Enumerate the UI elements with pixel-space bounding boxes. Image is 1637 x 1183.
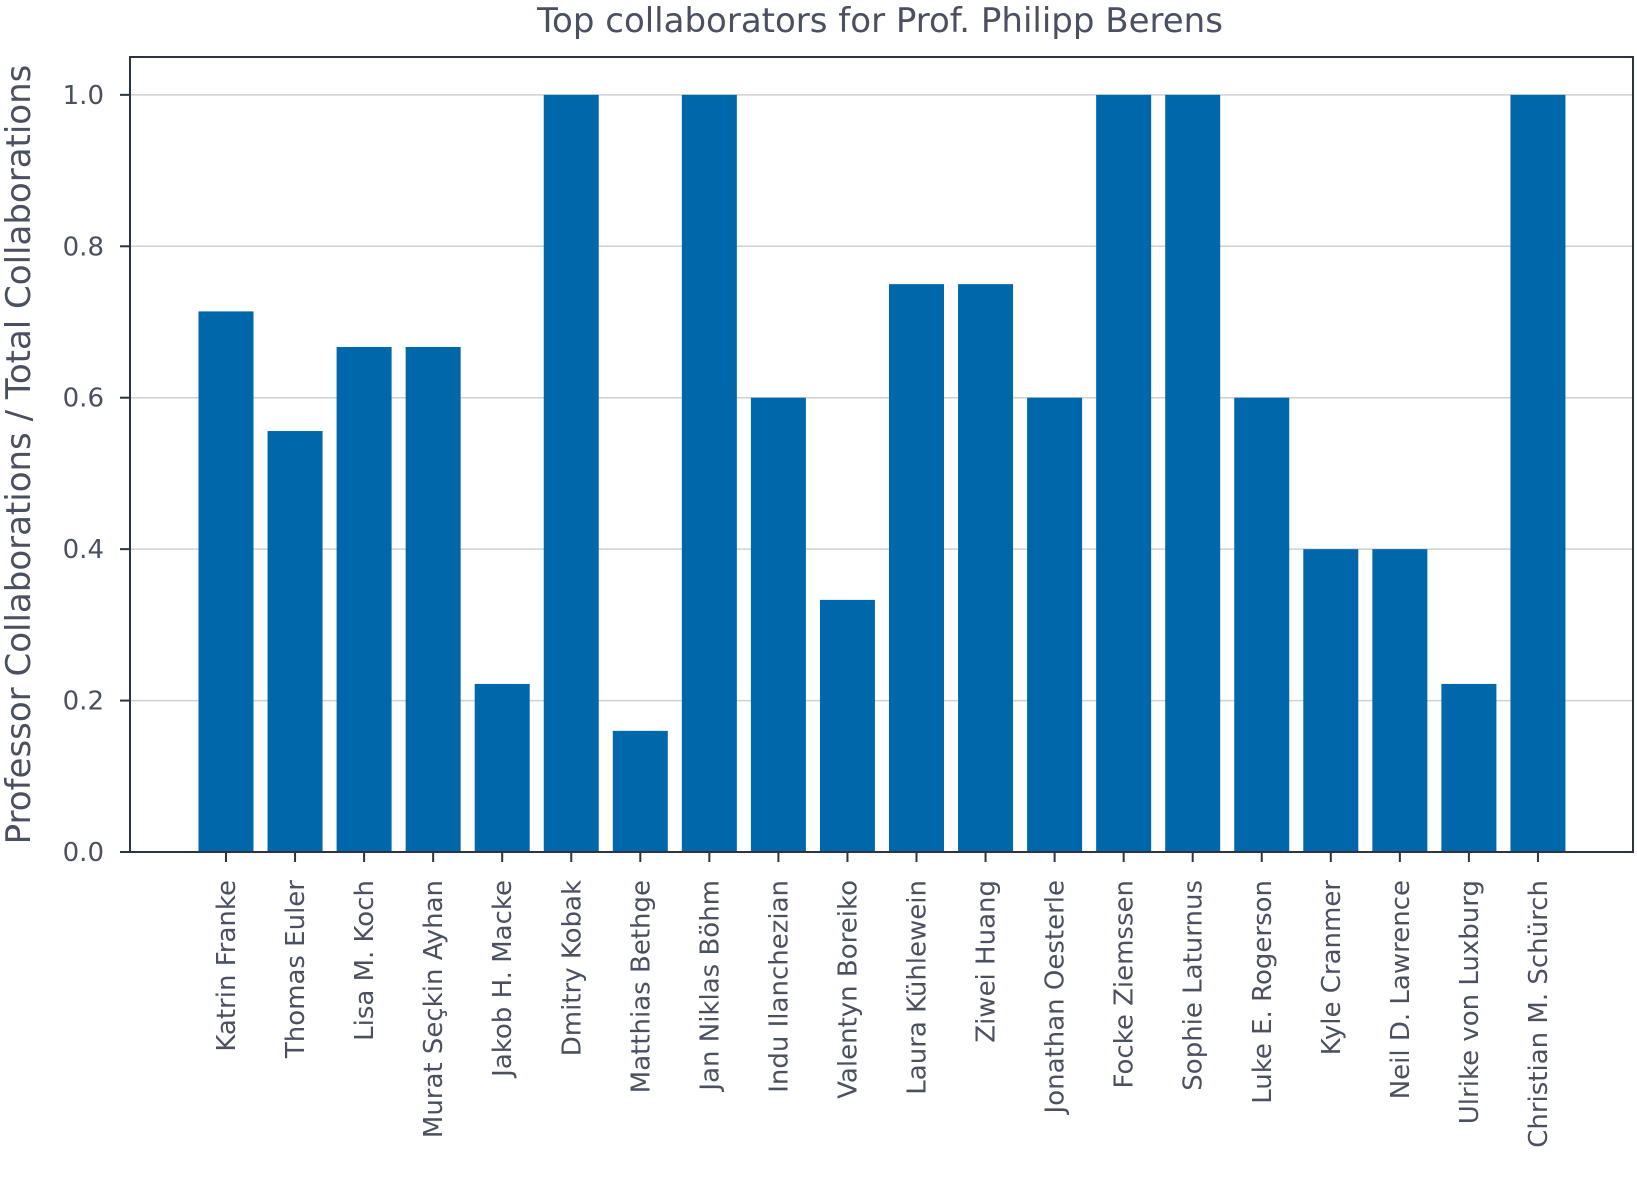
bar-11 bbox=[958, 284, 1014, 853]
bar-12 bbox=[1027, 397, 1083, 852]
y-tick-label: 0.2 bbox=[63, 687, 104, 717]
x-tick-label: Kyle Cranmer bbox=[1317, 880, 1347, 1056]
x-tick-label: Laura Kühlewein bbox=[903, 880, 933, 1095]
x-tick-label: Katrin Franke bbox=[212, 880, 242, 1052]
x-tick-label: Valentyn Boreiko bbox=[833, 880, 863, 1099]
y-axis-ticks: 0.0 0.2 0.4 0.6 0.8 1.0 bbox=[63, 81, 130, 868]
y-tick-label: 0.4 bbox=[63, 535, 104, 565]
bar-13 bbox=[1096, 94, 1152, 853]
bar-1 bbox=[267, 431, 323, 852]
x-tick-label: Christian M. Schürch bbox=[1524, 880, 1554, 1148]
y-tick-label: 0.6 bbox=[63, 384, 104, 414]
bar-17 bbox=[1372, 549, 1428, 852]
x-axis-ticks: Katrin Franke Thomas Euler Lisa M. Koch Mur… bbox=[212, 852, 1554, 1148]
x-tick-label: Dmitry Kobak bbox=[557, 880, 587, 1056]
bar-7 bbox=[681, 94, 737, 853]
x-tick-label: Luke E. Rogerson bbox=[1248, 880, 1278, 1104]
x-tick-label: Ziwei Huang bbox=[972, 880, 1002, 1043]
y-tick-label: 0.8 bbox=[63, 232, 104, 262]
x-tick-label: Ulrike von Luxburg bbox=[1455, 880, 1485, 1124]
y-tick-label: 1.0 bbox=[63, 81, 104, 111]
x-tick-label: Thomas Euler bbox=[281, 880, 311, 1059]
bar-0 bbox=[198, 311, 254, 852]
x-tick-label: Sophie Laturnus bbox=[1179, 880, 1209, 1091]
x-tick-label: Lisa M. Koch bbox=[350, 880, 380, 1041]
x-tick-label: Focke Ziemssen bbox=[1110, 880, 1140, 1089]
bar-8 bbox=[750, 397, 806, 852]
plot-area-frame bbox=[129, 56, 1634, 853]
bar-3 bbox=[405, 346, 461, 852]
bar-18 bbox=[1441, 683, 1497, 852]
bar-16 bbox=[1303, 549, 1359, 852]
y-tick-label: 0.0 bbox=[63, 838, 104, 868]
bar-4 bbox=[474, 683, 530, 852]
bar-2 bbox=[336, 346, 392, 852]
x-tick-label: Matthias Bethge bbox=[626, 880, 656, 1093]
bar-19 bbox=[1510, 94, 1566, 853]
bar-5 bbox=[543, 94, 599, 853]
bar-14 bbox=[1165, 94, 1221, 853]
x-tick-label: Murat Seçkin Ayhan bbox=[419, 880, 449, 1138]
x-tick-label: Neil D. Lawrence bbox=[1386, 880, 1416, 1099]
chart-title: Top collaborators for Prof. Philipp Bere… bbox=[536, 1, 1223, 41]
x-tick-label: Jan Niklas Böhm bbox=[695, 880, 725, 1093]
x-tick-label: Jakob H. Macke bbox=[488, 880, 518, 1079]
y-axis-label: Professor Collaborations / Total Collabo… bbox=[0, 65, 39, 845]
x-tick-label: Indu Ilanchezian bbox=[764, 880, 794, 1093]
bar-10 bbox=[889, 284, 944, 853]
x-tick-label: Jonathan Oesterle bbox=[1041, 880, 1071, 1115]
bars bbox=[198, 94, 1566, 853]
bar-15 bbox=[1234, 397, 1290, 852]
bar-9 bbox=[819, 599, 875, 852]
bar-6 bbox=[612, 730, 668, 852]
